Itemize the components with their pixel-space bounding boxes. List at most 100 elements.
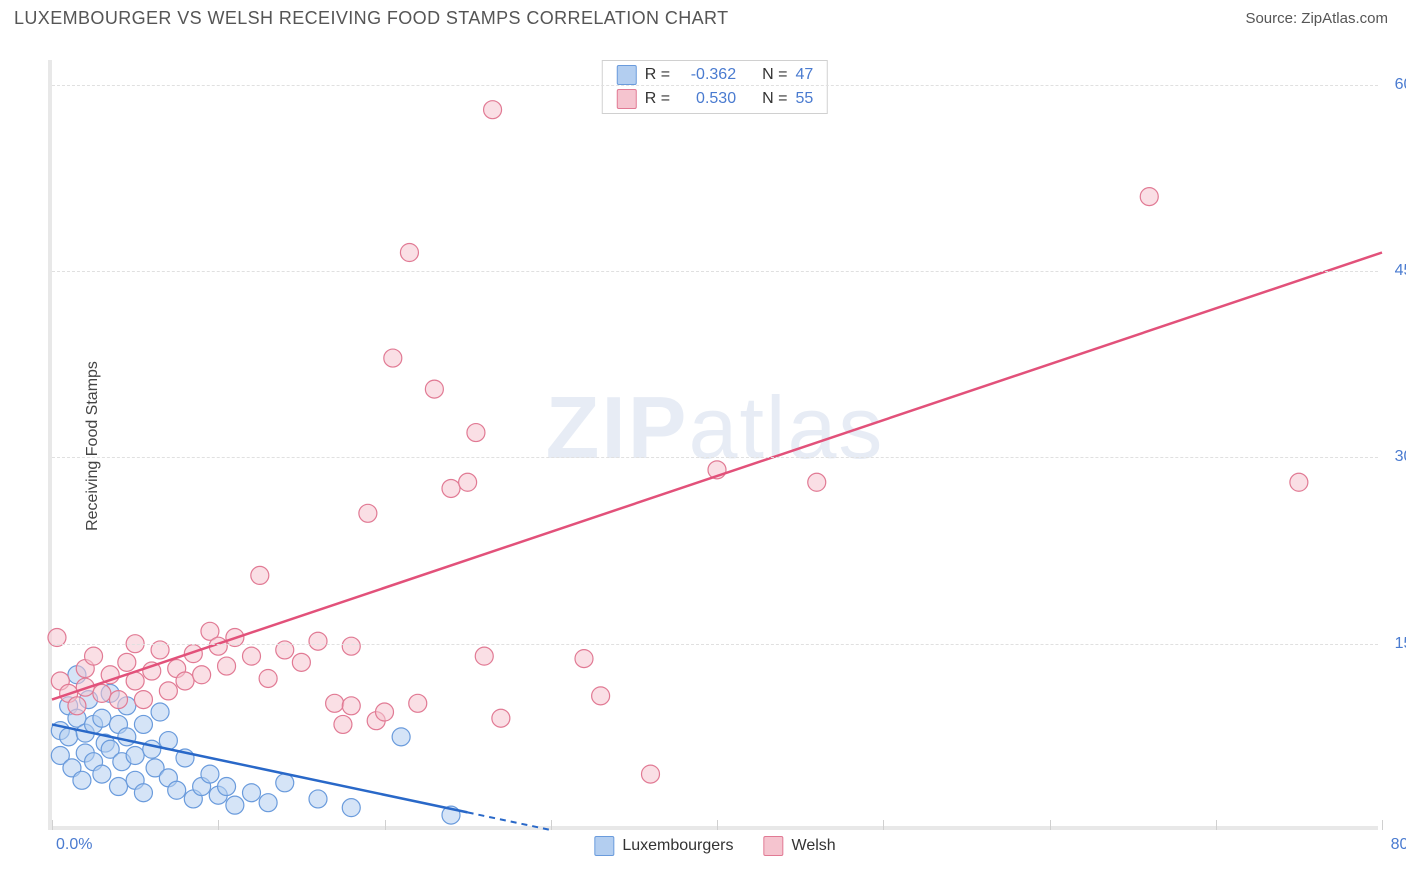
data-point: [93, 684, 111, 702]
data-point: [592, 687, 610, 705]
data-point: [68, 697, 86, 715]
header-bar: LUXEMBOURGER VS WELSH RECEIVING FOOD STA…: [0, 0, 1406, 37]
grid-line: [52, 457, 1378, 458]
chart-title: LUXEMBOURGER VS WELSH RECEIVING FOOD STA…: [14, 8, 729, 29]
data-point: [484, 101, 502, 119]
data-point: [151, 703, 169, 721]
data-point: [118, 653, 136, 671]
legend-swatch: [594, 836, 614, 856]
x-tick: [1216, 820, 1217, 830]
legend-stat-row: R = -0.362 N = 47: [603, 63, 827, 87]
data-point: [93, 709, 111, 727]
data-point: [85, 647, 103, 665]
data-point: [808, 473, 826, 491]
data-point: [400, 244, 418, 262]
data-point: [342, 697, 360, 715]
data-point: [73, 771, 91, 789]
data-point: [218, 778, 236, 796]
data-point: [475, 647, 493, 665]
legend-r-value: 0.530: [678, 90, 736, 108]
data-point: [309, 790, 327, 808]
data-point: [467, 424, 485, 442]
data-point: [259, 669, 277, 687]
x-tick-label: 0.0%: [56, 836, 92, 854]
data-point: [326, 694, 344, 712]
data-point: [168, 781, 186, 799]
data-point: [110, 778, 128, 796]
data-point: [642, 765, 660, 783]
data-point: [259, 794, 277, 812]
y-tick-label: 30.0%: [1395, 448, 1406, 466]
legend-swatch: [764, 836, 784, 856]
data-point: [309, 632, 327, 650]
x-tick-label: 80.0%: [1391, 836, 1406, 854]
data-point: [442, 479, 460, 497]
legend-stat-row: R = 0.530 N = 55: [603, 87, 827, 111]
data-point: [126, 746, 144, 764]
x-tick: [52, 820, 53, 830]
legend-series-item: Luxembourgers: [594, 836, 733, 856]
data-point: [118, 728, 136, 746]
data-point: [134, 691, 152, 709]
y-tick-label: 15.0%: [1395, 635, 1406, 653]
grid-line: [52, 85, 1378, 86]
legend-n-label: N =: [762, 66, 787, 84]
legend-series-label: Welsh: [792, 837, 836, 855]
x-tick: [883, 820, 884, 830]
data-point: [376, 703, 394, 721]
data-point: [226, 796, 244, 814]
x-tick: [218, 820, 219, 830]
y-tick-label: 45.0%: [1395, 262, 1406, 280]
data-point: [243, 647, 261, 665]
data-point: [492, 709, 510, 727]
data-point: [384, 349, 402, 367]
data-point: [201, 765, 219, 783]
scatter-svg: [52, 60, 1378, 826]
data-point: [134, 784, 152, 802]
data-point: [1290, 473, 1308, 491]
data-point: [276, 774, 294, 792]
legend-stats: R = -0.362 N = 47 R = 0.530 N = 55: [602, 60, 828, 114]
data-point: [110, 691, 128, 709]
data-point: [342, 637, 360, 655]
plot-area: ZIPatlas R =-0.362N =47R =0.530N =55 Lux…: [48, 60, 1378, 830]
legend-series: Luxembourgers Welsh: [594, 836, 835, 856]
data-point: [93, 765, 111, 783]
data-point: [159, 682, 177, 700]
legend-n-value: 55: [795, 90, 813, 108]
trend-line-dashed: [468, 812, 551, 830]
legend-r-label: R =: [645, 90, 670, 108]
data-point: [292, 653, 310, 671]
data-point: [334, 715, 352, 733]
grid-line: [52, 644, 1378, 645]
data-point: [218, 657, 236, 675]
x-tick: [551, 820, 552, 830]
source-label: Source: ZipAtlas.com: [1245, 10, 1388, 27]
data-point: [409, 694, 427, 712]
data-point: [392, 728, 410, 746]
x-tick: [1382, 820, 1383, 830]
data-point: [342, 799, 360, 817]
data-point: [176, 672, 194, 690]
legend-swatch: [617, 89, 637, 109]
legend-swatch: [617, 65, 637, 85]
data-point: [251, 566, 269, 584]
data-point: [425, 380, 443, 398]
y-tick-label: 60.0%: [1395, 76, 1406, 94]
data-point: [575, 650, 593, 668]
trend-line: [52, 253, 1382, 700]
x-tick: [717, 820, 718, 830]
x-tick: [1050, 820, 1051, 830]
legend-series-item: Welsh: [764, 836, 836, 856]
legend-n-label: N =: [762, 90, 787, 108]
legend-series-label: Luxembourgers: [622, 837, 733, 855]
legend-r-value: -0.362: [678, 66, 736, 84]
grid-line: [52, 271, 1378, 272]
data-point: [459, 473, 477, 491]
x-tick: [385, 820, 386, 830]
legend-n-value: 47: [795, 66, 813, 84]
data-point: [193, 666, 211, 684]
data-point: [134, 715, 152, 733]
data-point: [1140, 188, 1158, 206]
legend-r-label: R =: [645, 66, 670, 84]
